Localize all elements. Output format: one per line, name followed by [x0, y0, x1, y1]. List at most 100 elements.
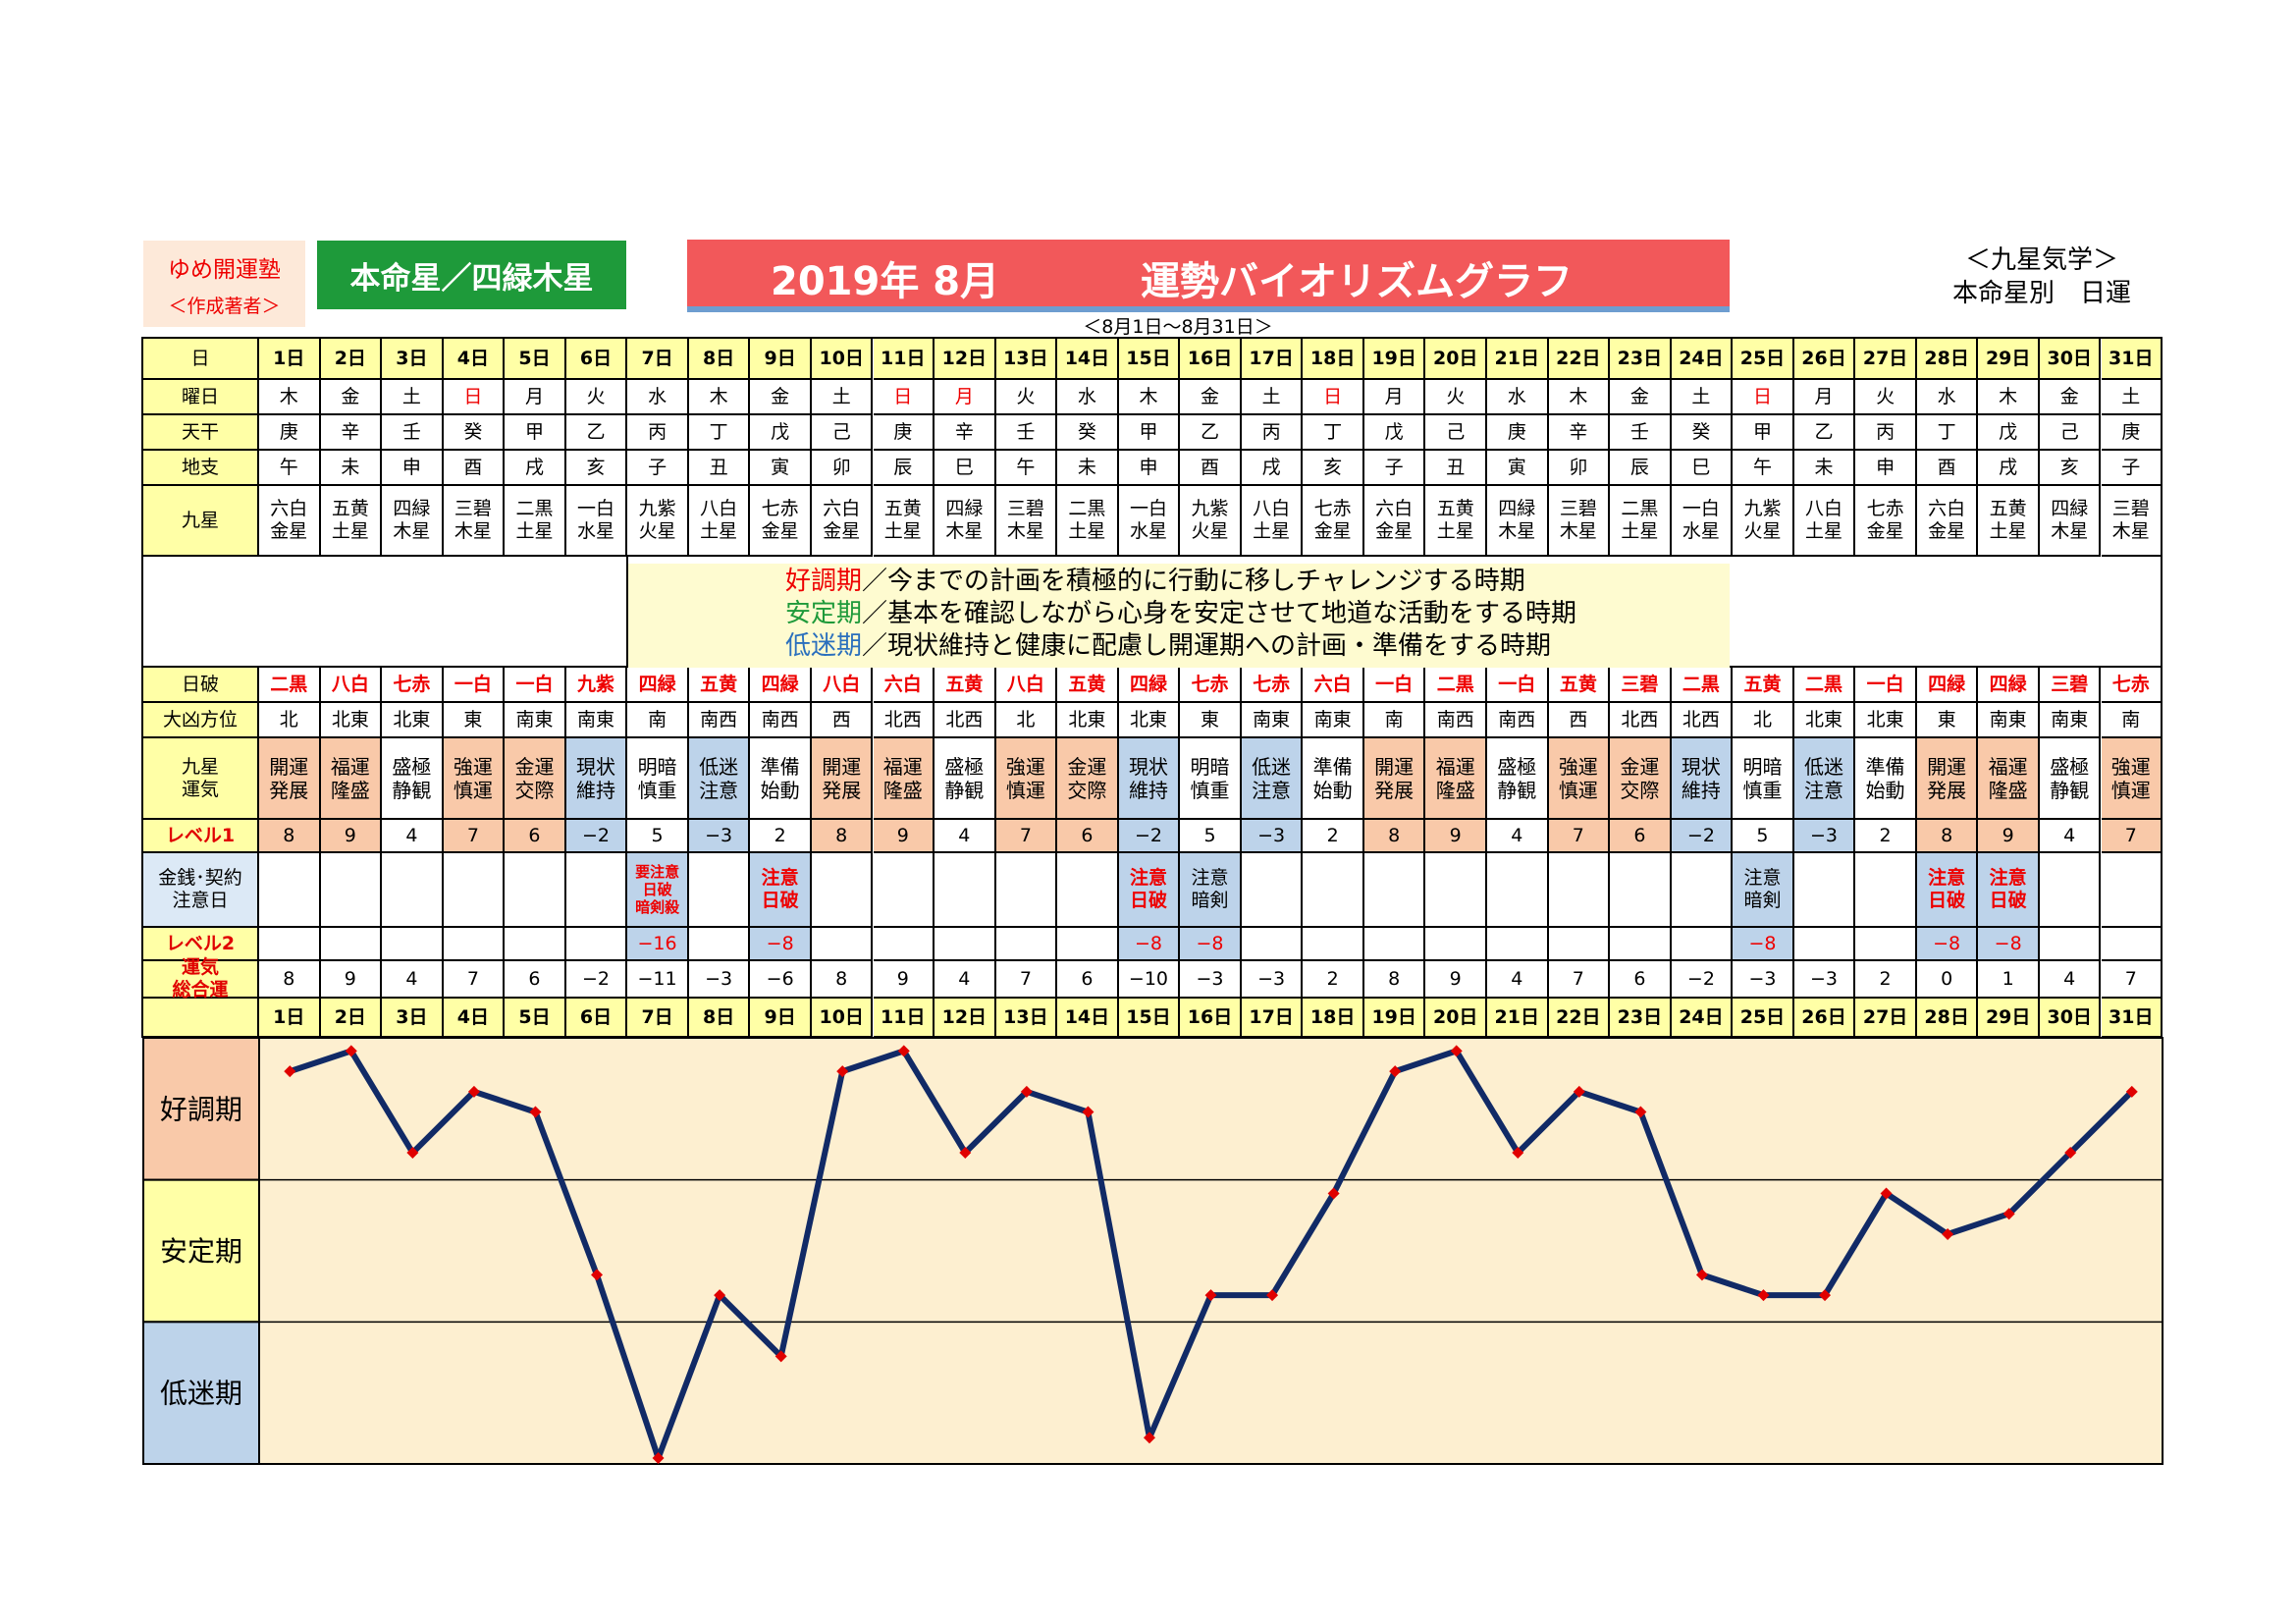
cell-level2-3	[382, 928, 444, 961]
blank-row-left	[143, 557, 628, 668]
cell-hagun-5: 一白	[505, 668, 566, 703]
data-point-9	[774, 1350, 787, 1363]
cell-branch-24: 巳	[1671, 451, 1734, 486]
cell-direction-19: 南	[1363, 703, 1426, 738]
cell-hagun-1: 二黒	[259, 668, 321, 703]
cell-day-7: 7日	[627, 339, 689, 380]
row-label-level1: レベル1	[143, 820, 259, 853]
cell-hagun-26: 二黒	[1793, 668, 1856, 703]
cell-total-31: 7	[2101, 961, 2163, 999]
cell-level2-16: −8	[1180, 928, 1242, 961]
cell-stem-9: 戊	[750, 415, 812, 451]
cell-fortune-29: 福運 隆盛	[1978, 738, 2040, 820]
cell-money-13	[995, 853, 1058, 928]
cell-weekday-8: 木	[688, 380, 751, 415]
cell-star-1: 六白 金星	[259, 486, 321, 557]
data-point-26	[1819, 1289, 1832, 1302]
cell-hagun-4: 一白	[443, 668, 506, 703]
legend-key-low: 低迷期	[785, 631, 863, 661]
cell-stem-8: 丁	[688, 415, 751, 451]
cell-level2-26	[1793, 928, 1856, 961]
cell-day-17: 17日	[1241, 339, 1304, 380]
cell-hagun-20: 二黒	[1425, 668, 1487, 703]
cell-level1-29: 9	[1978, 820, 2040, 853]
author-name: ゆめ開運塾	[168, 257, 281, 283]
title-underline	[687, 306, 1730, 312]
cell-day2-7: 7日	[627, 999, 689, 1038]
cell-stem-19: 戊	[1363, 415, 1426, 451]
cell-money-17	[1241, 853, 1304, 928]
cell-level2-31	[2101, 928, 2163, 961]
cell-hagun-24: 二黒	[1671, 668, 1734, 703]
cell-total-17: −3	[1241, 961, 1304, 999]
cell-day-22: 22日	[1548, 339, 1611, 380]
row-label-level2: レベル2	[143, 928, 259, 961]
cell-day-2: 2日	[320, 339, 383, 380]
cell-total-19: 8	[1363, 961, 1426, 999]
cell-day2-2: 2日	[320, 999, 383, 1038]
cell-day2-30: 30日	[2039, 999, 2102, 1038]
cell-branch-2: 未	[320, 451, 383, 486]
cell-money-5	[505, 853, 566, 928]
cell-weekday-7: 水	[627, 380, 689, 415]
cell-hagun-19: 一白	[1363, 668, 1426, 703]
cell-stem-12: 辛	[934, 415, 996, 451]
cell-day-26: 26日	[1793, 339, 1856, 380]
cell-fortune-5: 金運 交際	[505, 738, 566, 820]
cell-star-27: 七赤 金星	[1855, 486, 1917, 557]
cell-total-28: 0	[1916, 961, 1979, 999]
cell-weekday-21: 水	[1487, 380, 1549, 415]
data-point-16	[1204, 1289, 1217, 1302]
cell-star-24: 一白 水星	[1671, 486, 1734, 557]
cell-stem-28: 丁	[1916, 415, 1979, 451]
cell-day2-21: 21日	[1487, 999, 1549, 1038]
row-label-hagun: 日破	[143, 668, 259, 703]
cell-stem-16: 乙	[1180, 415, 1242, 451]
cell-weekday-22: 木	[1548, 380, 1611, 415]
cell-weekday-28: 水	[1916, 380, 1979, 415]
cell-day-5: 5日	[505, 339, 566, 380]
plot-area	[258, 1037, 2164, 1465]
cell-day2-26: 26日	[1793, 999, 1856, 1038]
cell-hagun-14: 五黄	[1057, 668, 1119, 703]
cell-fortune-1: 開運 発展	[259, 738, 321, 820]
cell-day2-4: 4日	[443, 999, 506, 1038]
cell-direction-29: 南東	[1978, 703, 2040, 738]
cell-hagun-28: 四緑	[1916, 668, 1979, 703]
cell-fortune-15: 現状 維持	[1118, 738, 1181, 820]
cell-day-31: 31日	[2101, 339, 2163, 380]
cell-level2-1	[259, 928, 321, 961]
cell-money-21	[1487, 853, 1549, 928]
cell-level1-17: −3	[1241, 820, 1304, 853]
cell-fortune-20: 福運 隆盛	[1425, 738, 1487, 820]
cell-level1-25: 5	[1733, 820, 1794, 853]
author-subtitle: ＜作成著者＞	[168, 296, 281, 317]
cell-level1-21: 4	[1487, 820, 1549, 853]
cell-weekday-2: 金	[320, 380, 383, 415]
cell-branch-23: 辰	[1610, 451, 1672, 486]
honmei-star-label: 本命星／四緑木星	[317, 241, 626, 309]
cell-fortune-10: 開運 発展	[811, 738, 874, 820]
data-point-20	[1450, 1045, 1463, 1057]
cell-money-18	[1303, 853, 1364, 928]
row-label-branch: 地支	[143, 451, 259, 486]
cell-level1-28: 8	[1916, 820, 1979, 853]
legend-item-good: 好調期／今までの計画を積極的に行動に移しチャレンジする時期	[785, 566, 1525, 598]
cell-star-6: 一白 水星	[565, 486, 628, 557]
blank-row-right	[1730, 557, 2163, 668]
cell-total-21: 4	[1487, 961, 1549, 999]
cell-star-8: 八白 土星	[688, 486, 751, 557]
cell-hagun-3: 七赤	[382, 668, 444, 703]
cell-weekday-17: 土	[1241, 380, 1304, 415]
cell-level2-7: −16	[627, 928, 689, 961]
cell-star-5: 二黒 土星	[505, 486, 566, 557]
cell-star-16: 九紫 火星	[1180, 486, 1242, 557]
cell-money-26	[1793, 853, 1856, 928]
cell-money-9: 注意 日破	[750, 853, 812, 928]
cell-branch-13: 午	[995, 451, 1058, 486]
cell-day-15: 15日	[1118, 339, 1181, 380]
cell-hagun-10: 八白	[811, 668, 874, 703]
cell-direction-16: 東	[1180, 703, 1242, 738]
cell-fortune-17: 低迷 注意	[1241, 738, 1304, 820]
data-point-8	[714, 1289, 726, 1302]
